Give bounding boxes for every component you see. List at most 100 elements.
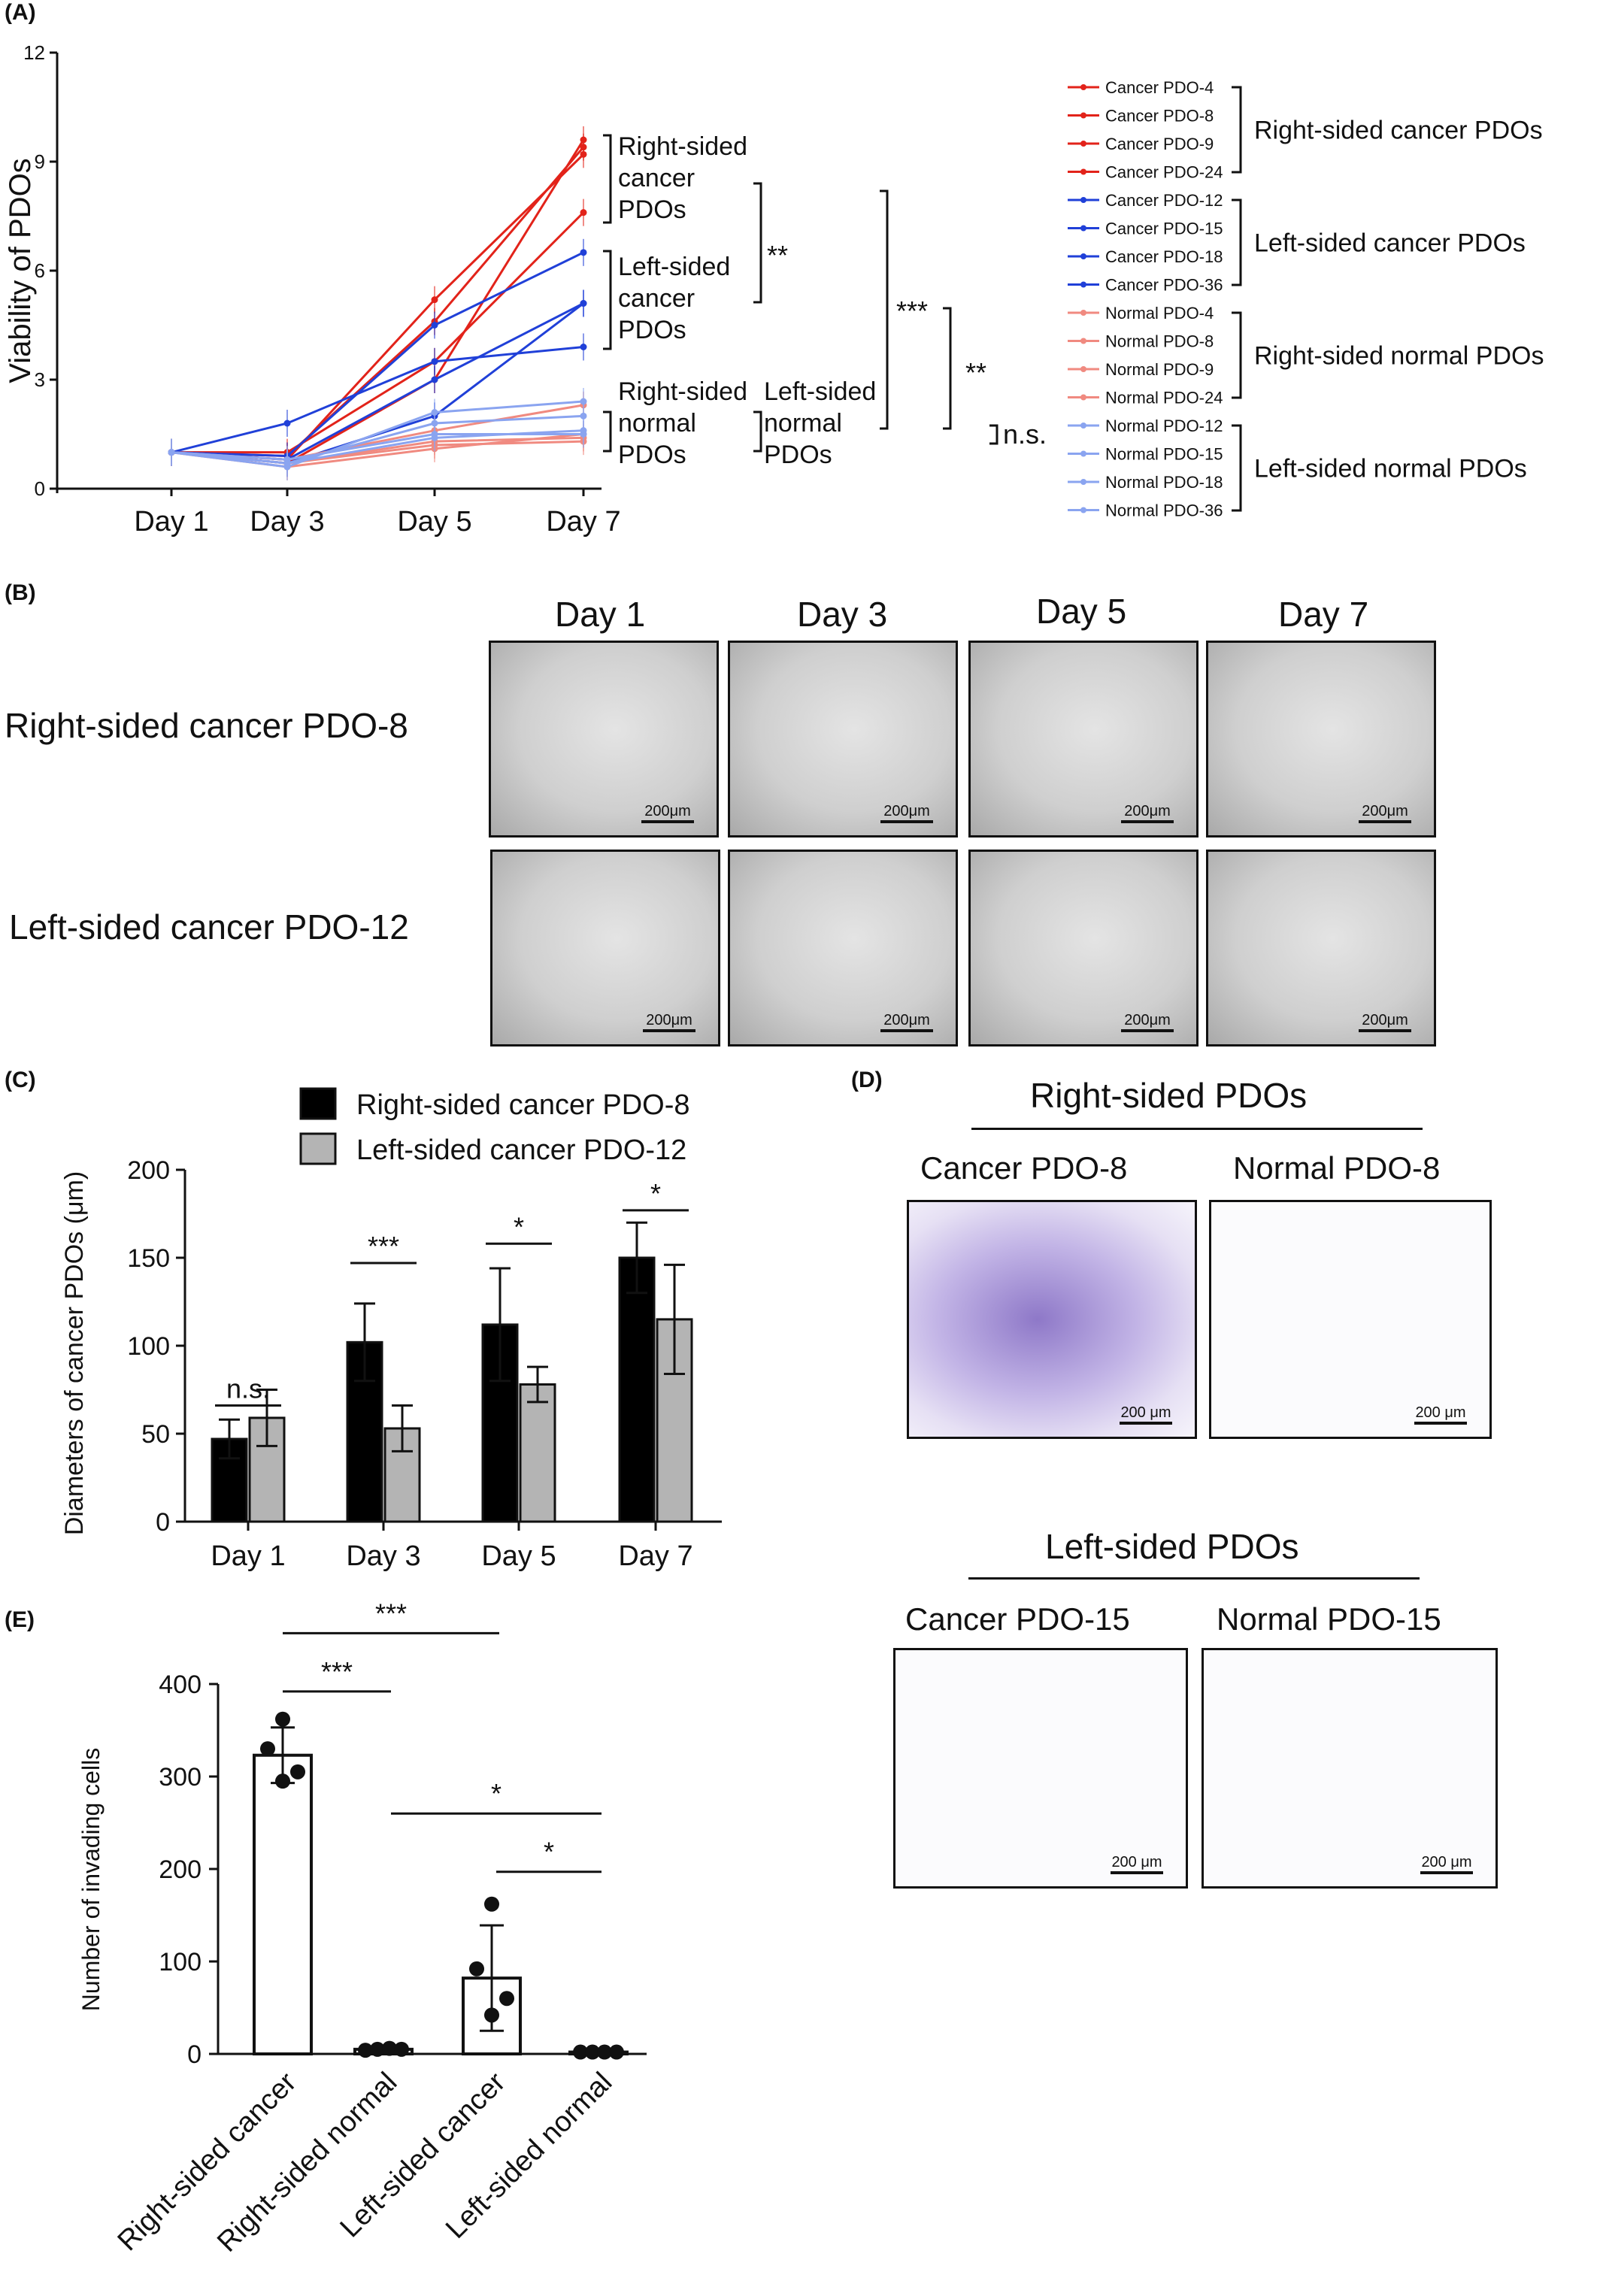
scale-bar: 200μm [1359,803,1411,823]
legend-marker [1080,450,1086,457]
x-tick-label: Right-sided cancer [112,2066,303,2257]
data-point [290,1764,305,1780]
legend-marker [1080,253,1086,259]
micrograph-lc-day1: 200μm [490,850,720,1047]
scale-bar: 200μm [1121,1012,1174,1032]
legend-bracket [1232,424,1242,512]
y-tick-label: 9 [35,150,45,173]
viability-line-chart: 0 3 6 9 12 Day 1 Day 3 Day 5 Day 7 Viability of P… [4,41,1544,538]
invasion-normal-pdo-15: 200 μm [1202,1648,1498,1889]
scale-bar: 200μm [1121,803,1174,823]
data-point [580,209,587,217]
legend-bracket [1232,198,1242,286]
data-point [469,1961,484,1976]
data-point [358,2043,373,2058]
group-label-right-cancer: Right-sided [618,132,747,161]
legend-marker [1080,479,1086,485]
legend-entry: Cancer PDO-36 [1105,276,1223,295]
scale-bar: 200μm [1359,1012,1411,1032]
legend-marker [1080,84,1086,90]
bracket-normal-comparison [989,424,998,445]
data-point [431,322,438,329]
error-bar [354,1302,375,1383]
group-label-left-normal: Left-sided [764,377,876,406]
data-point [580,249,587,256]
panel-label-a: (A) [5,0,36,25]
y-axis-label: Diameters of cancer PDOs (μm) [60,1171,89,1535]
data-point [431,358,438,365]
x-tick-label: Day 7 [546,506,620,538]
bar [253,1753,313,2056]
day-header-5: Day 5 [1036,592,1127,631]
row-label-right-cancer: Right-sided cancer PDO-8 [5,706,408,745]
legend-marker [1080,394,1086,401]
label-cancer-pdo-8: Cancer PDO-8 [920,1150,1128,1186]
error-bar [392,1404,413,1452]
label-normal-pdo-8: Normal PDO-8 [1233,1150,1441,1186]
day-header-1: Day 1 [555,595,646,634]
legend-entry: Normal PDO-12 [1105,416,1223,435]
label-cancer-pdo-15: Cancer PDO-15 [905,1601,1130,1637]
x-tick-label: Day 3 [346,1540,420,1572]
series-line [171,346,584,454]
bracket-left-cancer [603,250,612,350]
micrograph-lc-day7: 200μm [1206,850,1436,1047]
legend-entry: Cancer PDO-15 [1105,220,1223,238]
y-tick-label: 150 [127,1244,170,1273]
bar [519,1383,556,1523]
legend-entry: Left-sided cancer PDO-12 [356,1134,686,1166]
left-sided-title: Left-sided PDOs [1045,1527,1299,1566]
legend-marker [1080,168,1086,175]
legend-entry: Normal PDO-9 [1105,360,1214,379]
x-tick-label: Day 1 [211,1540,285,1572]
legend-group-label: Right-sided normal PDOs [1254,342,1544,371]
y-tick-label: 100 [159,1948,202,1976]
data-point [431,420,438,427]
group-label-left-cancer: Left-sided [618,253,730,281]
x-tick-label: Right-sided normal [211,2067,403,2258]
y-axis-label: Viability of PDOs [4,158,37,383]
legend-marker [1080,112,1086,119]
scale-bar: 200μm [880,1012,933,1032]
y-tick-label: 50 [141,1420,170,1449]
data-point [499,1991,514,2007]
legend-marker [1080,338,1086,344]
invasion-bar-chart: 0 100 200 300 400 Number of invading cells Rig… [77,1598,647,2258]
micrograph-rc-day7: 200μm [1206,641,1436,838]
micrograph-lc-day3: 200μm [728,850,958,1047]
legend-bracket [1232,86,1242,174]
y-tick-label: 100 [127,1332,170,1361]
legend-marker [1080,423,1086,429]
bracket-right-normal [603,410,612,453]
error-bar [256,1389,277,1447]
scale-bar: 200 μm [1120,1404,1172,1425]
right-sided-title: Right-sided PDOs [1030,1076,1308,1115]
scale-bar: 200 μm [1420,1854,1473,1874]
error-bar [527,1365,548,1404]
series-line [171,400,584,468]
data-point [260,1741,275,1757]
x-tick-label: Day 1 [134,506,208,538]
y-tick-label: 300 [159,1763,202,1792]
series-line [171,211,585,454]
significance-label: * [650,1178,661,1209]
y-tick-label: 400 [159,1671,202,1699]
significance-label: * [491,1778,502,1809]
significance-label: n.s. [1003,419,1047,450]
right-sided-rule [971,1128,1423,1130]
micrograph-rc-day3: 200μm [728,641,958,838]
legend-marker [1080,507,1086,513]
bracket-left-normal [753,410,762,453]
data-point [580,300,587,307]
significance-label: ** [767,240,788,271]
significance-label: *** [321,1656,353,1687]
data-point [580,427,587,435]
x-tick-label: Day 5 [397,506,471,538]
error-bar [489,1267,511,1383]
micrograph-rc-day1: 200μm [489,641,719,838]
scale-bar: 200μm [880,803,933,823]
legend-entry: Cancer PDO-18 [1105,247,1223,266]
y-tick-label: 200 [127,1156,170,1185]
data-point [580,398,587,405]
legend-group-label: Left-sided normal PDOs [1254,455,1527,483]
